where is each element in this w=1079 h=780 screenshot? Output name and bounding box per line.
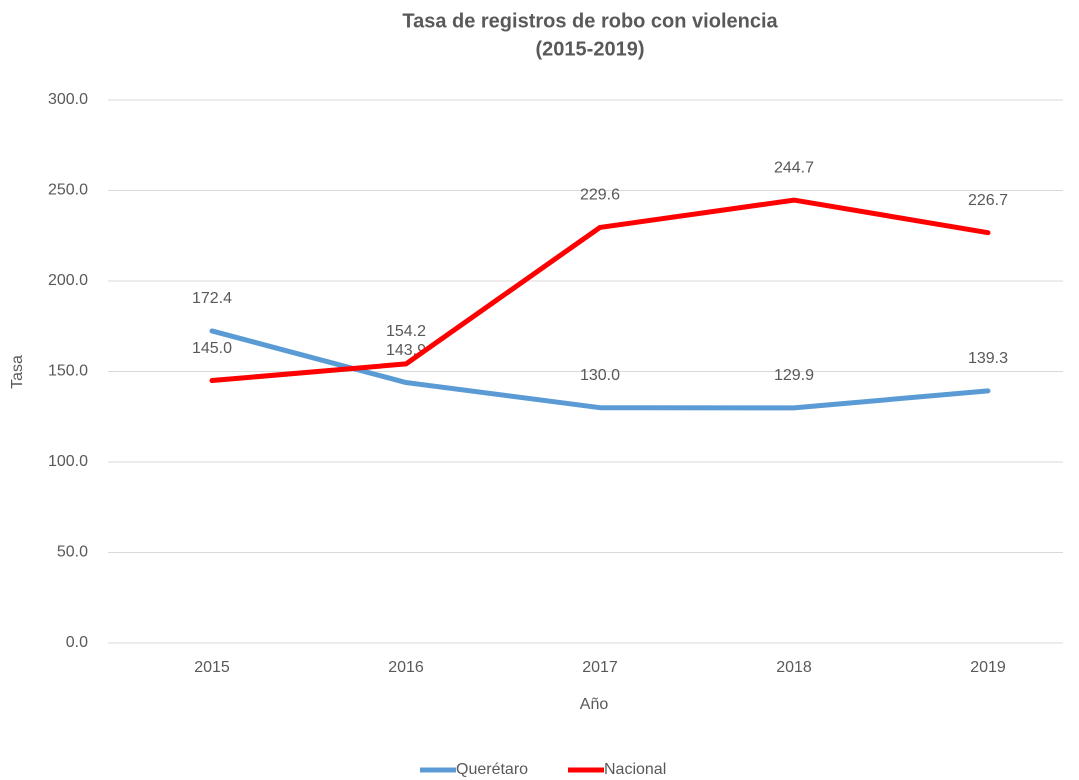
data-label: 226.7 bbox=[968, 192, 1008, 209]
data-label: 172.4 bbox=[192, 290, 232, 307]
x-tick-label: 2019 bbox=[970, 659, 1006, 676]
legend-label: Querétaro bbox=[456, 761, 528, 778]
x-tick-label: 2015 bbox=[194, 659, 230, 676]
y-axis-label: Tasa bbox=[9, 355, 26, 389]
y-tick-label: 150.0 bbox=[48, 363, 88, 380]
y-tick-label: 100.0 bbox=[48, 453, 88, 470]
x-tick-label: 2016 bbox=[388, 659, 424, 676]
series-line bbox=[209, 328, 991, 411]
series-line bbox=[209, 197, 991, 384]
legend-label: Nacional bbox=[604, 761, 666, 778]
data-label: 130.0 bbox=[580, 367, 620, 384]
chart-title: Tasa de registros de robo con violencia bbox=[402, 10, 778, 32]
y-tick-label: 250.0 bbox=[48, 182, 88, 199]
y-tick-label: 200.0 bbox=[48, 272, 88, 289]
data-label: 154.2 bbox=[386, 323, 426, 340]
data-label: 229.6 bbox=[580, 187, 620, 204]
x-tick-label: 2018 bbox=[776, 659, 812, 676]
x-tick-label: 2017 bbox=[582, 659, 618, 676]
y-tick-label: 300.0 bbox=[48, 91, 88, 108]
y-tick-label: 50.0 bbox=[57, 544, 88, 561]
data-label: 244.7 bbox=[774, 159, 814, 176]
data-label: 145.0 bbox=[192, 340, 232, 357]
data-label: 129.9 bbox=[774, 367, 814, 384]
chart-title: (2015-2019) bbox=[536, 38, 645, 60]
x-axis-label: Año bbox=[580, 696, 609, 713]
y-tick-label: 0.0 bbox=[66, 634, 88, 651]
data-label: 139.3 bbox=[968, 350, 1008, 367]
